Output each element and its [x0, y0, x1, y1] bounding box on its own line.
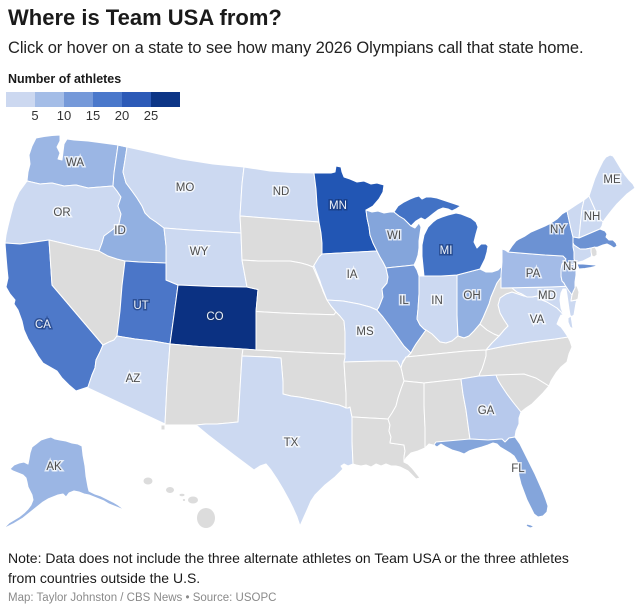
- svg-text:WI: WI: [387, 230, 401, 242]
- svg-text:MD: MD: [538, 290, 556, 302]
- svg-text:OH: OH: [463, 290, 480, 302]
- svg-text:TX: TX: [284, 437, 299, 449]
- svg-text:VA: VA: [530, 314, 545, 326]
- svg-text:NH: NH: [584, 211, 601, 223]
- svg-text:IL: IL: [399, 295, 409, 307]
- svg-text:CA: CA: [35, 319, 51, 331]
- svg-text:ME: ME: [603, 174, 621, 186]
- svg-text:NY: NY: [550, 224, 566, 236]
- svg-text:CO: CO: [206, 311, 223, 323]
- svg-text:FL: FL: [511, 463, 525, 475]
- svg-text:MI: MI: [440, 245, 453, 257]
- svg-text:AK: AK: [46, 461, 62, 473]
- svg-text:UT: UT: [133, 300, 148, 312]
- svg-text:ID: ID: [114, 225, 126, 237]
- svg-text:ND: ND: [273, 186, 290, 198]
- svg-text:WY: WY: [190, 246, 209, 258]
- svg-text:MO: MO: [176, 182, 195, 194]
- svg-text:AZ: AZ: [126, 373, 141, 385]
- svg-text:IA: IA: [347, 269, 358, 281]
- svg-text:PA: PA: [526, 268, 541, 280]
- svg-text:IN: IN: [431, 295, 443, 307]
- svg-text:MS: MS: [356, 326, 374, 338]
- svg-text:MN: MN: [329, 200, 347, 212]
- svg-text:OR: OR: [53, 207, 70, 219]
- svg-text:GA: GA: [478, 405, 495, 417]
- svg-text:NJ: NJ: [563, 261, 577, 273]
- svg-text:WA: WA: [66, 157, 84, 169]
